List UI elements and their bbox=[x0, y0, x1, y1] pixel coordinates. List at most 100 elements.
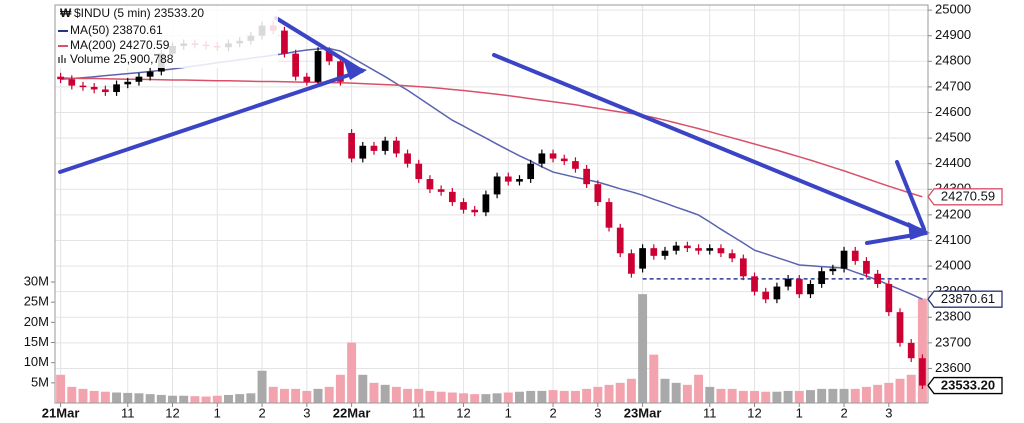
candle-body bbox=[863, 260, 870, 274]
last-value-label: 24270.59 bbox=[941, 189, 995, 204]
volume-bar bbox=[716, 388, 726, 403]
volume-bar bbox=[828, 388, 838, 403]
candle-body bbox=[728, 253, 736, 259]
candle-body bbox=[370, 145, 378, 151]
x-tick-label: 3 bbox=[303, 405, 310, 420]
volume-bar bbox=[559, 390, 569, 403]
candle-body bbox=[146, 71, 154, 77]
volume-bar bbox=[906, 374, 916, 403]
volume-bar bbox=[917, 298, 927, 403]
volume-bar bbox=[145, 394, 155, 403]
volume-bar bbox=[246, 393, 256, 403]
volume-bar bbox=[78, 388, 88, 403]
volume-bar bbox=[503, 392, 513, 403]
candle-body bbox=[919, 358, 926, 386]
candle-body bbox=[661, 250, 669, 256]
volume-bar bbox=[626, 378, 636, 403]
candle-body bbox=[672, 245, 680, 251]
y-tick-label: 24200 bbox=[935, 206, 971, 221]
volume-bar bbox=[548, 390, 558, 403]
volume-bar bbox=[257, 370, 267, 403]
volume-bar bbox=[515, 391, 524, 403]
volume-bar bbox=[839, 388, 849, 403]
volume-bar bbox=[492, 393, 502, 403]
volume-bar bbox=[671, 382, 681, 403]
candle-body bbox=[348, 132, 355, 159]
last-value-label: 23870.61 bbox=[941, 291, 995, 306]
grid bbox=[55, 5, 928, 403]
plot-border bbox=[54, 4, 929, 404]
volume-bar bbox=[212, 395, 222, 403]
candle-body bbox=[583, 168, 590, 185]
candle-body bbox=[337, 61, 344, 82]
candle-body bbox=[706, 248, 714, 251]
candle-body bbox=[560, 158, 568, 162]
volume-bar bbox=[358, 374, 368, 403]
candle-body bbox=[818, 271, 826, 284]
volume-bar bbox=[649, 354, 659, 403]
annotations bbox=[58, 16, 930, 245]
y2-tick-label: 5M bbox=[31, 374, 49, 389]
candle-body bbox=[303, 76, 311, 82]
volume-bar bbox=[615, 382, 625, 403]
volume-bar bbox=[224, 394, 233, 403]
candle-body bbox=[426, 179, 434, 190]
volume-bar bbox=[447, 392, 457, 403]
y-tick-label: 24500 bbox=[935, 130, 971, 145]
candle-body bbox=[281, 30, 288, 54]
volume-bar bbox=[884, 382, 894, 403]
x-tick-label: 2 bbox=[258, 405, 265, 420]
candle-body bbox=[784, 278, 792, 287]
x-tick-label: 11 bbox=[703, 405, 717, 420]
volume-bar bbox=[134, 393, 144, 403]
candle-body bbox=[907, 342, 915, 359]
candle-body bbox=[482, 194, 490, 213]
y-tick-label: 23600 bbox=[935, 360, 971, 375]
candle-body bbox=[381, 140, 389, 151]
x-tick-label: 12 bbox=[747, 405, 761, 420]
candle-body bbox=[616, 227, 624, 254]
volume-bar bbox=[570, 390, 580, 403]
volume-bar bbox=[179, 395, 189, 403]
candle-body bbox=[113, 84, 120, 93]
volume-bar bbox=[638, 294, 648, 403]
x-tick-label: 12 bbox=[456, 405, 470, 420]
trend-line bbox=[274, 16, 364, 73]
candle-body bbox=[79, 85, 87, 88]
y-tick-label: 23800 bbox=[935, 309, 971, 324]
legend-entry: Volume 25,900,788 bbox=[70, 52, 174, 66]
candle-body bbox=[90, 86, 98, 90]
candle-body bbox=[874, 273, 881, 284]
arrow-head bbox=[908, 222, 930, 240]
x-tick-label: 22Mar bbox=[333, 405, 371, 420]
candle-body bbox=[851, 250, 859, 261]
candle-body bbox=[896, 312, 904, 343]
volume-bar bbox=[112, 392, 122, 403]
candle-body bbox=[448, 191, 456, 203]
candle-body bbox=[538, 153, 546, 164]
volume-bar bbox=[123, 392, 133, 403]
volume-bar bbox=[268, 386, 278, 403]
candle-body bbox=[57, 76, 64, 80]
volume-bar bbox=[324, 386, 334, 403]
y-tick-label: 24400 bbox=[935, 155, 971, 170]
candle-body bbox=[527, 163, 535, 180]
candle-body bbox=[829, 268, 837, 272]
candle-body bbox=[359, 145, 367, 159]
volume-bar bbox=[738, 390, 748, 403]
candles bbox=[57, 20, 926, 389]
candle-body bbox=[650, 248, 658, 256]
x-tick-label: 1 bbox=[505, 405, 512, 420]
volume-bar bbox=[582, 388, 592, 403]
volume-bar bbox=[783, 390, 793, 403]
x-tick-label: 2 bbox=[549, 405, 556, 420]
volume bbox=[56, 294, 927, 403]
candle-body bbox=[493, 176, 501, 195]
trend-line bbox=[895, 160, 926, 231]
candle-body bbox=[516, 179, 523, 182]
volume-bar bbox=[436, 391, 446, 403]
volume-bar bbox=[526, 390, 536, 403]
candle-body bbox=[393, 140, 400, 154]
x-tick-label: 11 bbox=[121, 405, 135, 420]
